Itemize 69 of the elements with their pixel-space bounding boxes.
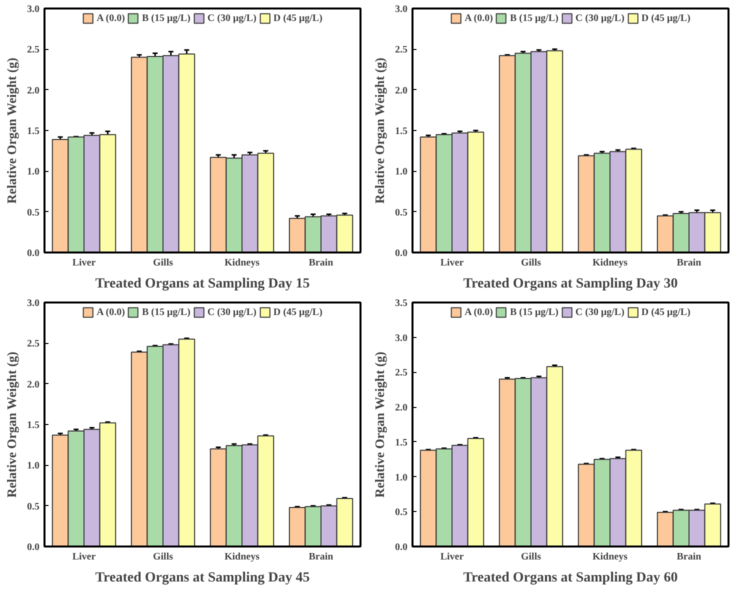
x-tick-label: Brain — [308, 552, 334, 562]
y-tick-label: 1.5 — [27, 126, 40, 137]
x-tick-label: Liver — [440, 552, 464, 562]
x-tick-label: Kidneys — [592, 258, 628, 268]
legend-label: C (30 μg/L) — [207, 306, 256, 318]
x-tick-label: Brain — [676, 552, 702, 562]
x-axis-title: Treated Organs at Sampling Day 45 — [95, 570, 310, 586]
x-tick-label: Gills — [153, 258, 174, 268]
y-tick-label: 0.5 — [27, 501, 40, 512]
x-axis-title: Treated Organs at Sampling Day 15 — [95, 276, 310, 292]
legend-label: A (0.0) — [96, 306, 125, 318]
x-tick-label: Kidneys — [224, 552, 260, 562]
legend-label: D (45 μg/L) — [641, 12, 690, 24]
legend-label: B (15 μg/L) — [142, 306, 190, 318]
y-tick-label: 3.0 — [395, 4, 408, 15]
y-tick-label: 0.5 — [395, 207, 408, 218]
y-tick-label: 1.0 — [395, 472, 408, 484]
y-tick-label: 0.5 — [395, 507, 408, 518]
y-tick-label: 3.0 — [395, 332, 408, 344]
y-tick-label: 3.5 — [395, 298, 408, 309]
y-tick-label: 2.0 — [395, 85, 408, 96]
x-tick-label: Liver — [440, 258, 464, 268]
legend-label: B (15 μg/L) — [510, 306, 558, 318]
y-tick-label: 1.0 — [27, 166, 40, 178]
y-tick-label: 2.5 — [27, 338, 40, 350]
legend-label: A (0.0) — [464, 306, 493, 318]
x-tick-label: Gills — [153, 552, 174, 562]
y-axis-title: Relative Organ Weight (g) — [372, 58, 387, 204]
y-tick-label: 3.0 — [27, 298, 40, 309]
legend-label: D (45 μg/L) — [273, 306, 322, 318]
x-axis-title: Treated Organs at Sampling Day 60 — [463, 570, 678, 586]
x-tick-label: Kidneys — [592, 552, 628, 562]
y-tick-label: 0.0 — [27, 542, 40, 553]
legend-label: A (0.0) — [464, 12, 493, 24]
legend-label: C (30 μg/L) — [575, 12, 624, 24]
y-tick-label: 1.0 — [27, 460, 40, 472]
y-axis-title: Relative Organ Weight (g) — [4, 58, 19, 204]
y-tick-label: 2.0 — [27, 379, 40, 390]
y-tick-label: 2.5 — [395, 44, 408, 56]
y-tick-label: 0.0 — [395, 542, 408, 553]
y-tick-label: 1.5 — [395, 126, 408, 137]
x-tick-label: Liver — [72, 258, 96, 268]
legend-label: D (45 μg/L) — [273, 12, 322, 24]
x-axis-title: Treated Organs at Sampling Day 30 — [463, 276, 678, 292]
y-tick-label: 2.0 — [27, 85, 40, 96]
y-tick-label: 1.0 — [395, 166, 408, 178]
legend-label: B (15 μg/L) — [142, 12, 190, 24]
x-tick-label: Brain — [308, 258, 334, 268]
legend-label: B (15 μg/L) — [510, 12, 558, 24]
y-tick-label: 2.5 — [27, 44, 40, 56]
y-tick-label: 0.0 — [27, 248, 40, 259]
x-tick-label: Kidneys — [224, 258, 260, 268]
legend-label: D (45 μg/L) — [641, 306, 690, 318]
legend-label: C (30 μg/L) — [207, 12, 256, 24]
legend-label: A (0.0) — [96, 12, 125, 24]
y-tick-label: 3.0 — [27, 4, 40, 15]
y-tick-label: 2.5 — [395, 368, 408, 379]
x-tick-label: Gills — [521, 552, 542, 562]
x-tick-label: Gills — [521, 258, 542, 268]
y-axis-title: Relative Organ Weight (g) — [4, 352, 19, 498]
y-tick-label: 1.5 — [27, 420, 40, 431]
y-tick-label: 2.0 — [395, 402, 408, 414]
legend-label: C (30 μg/L) — [575, 306, 624, 318]
x-tick-label: Brain — [676, 258, 702, 268]
y-tick-label: 1.5 — [395, 437, 408, 448]
y-tick-label: 0.0 — [395, 248, 408, 259]
x-tick-label: Liver — [72, 552, 96, 562]
y-tick-label: 0.5 — [27, 207, 40, 218]
y-axis-title: Relative Organ Weight (g) — [372, 352, 387, 498]
